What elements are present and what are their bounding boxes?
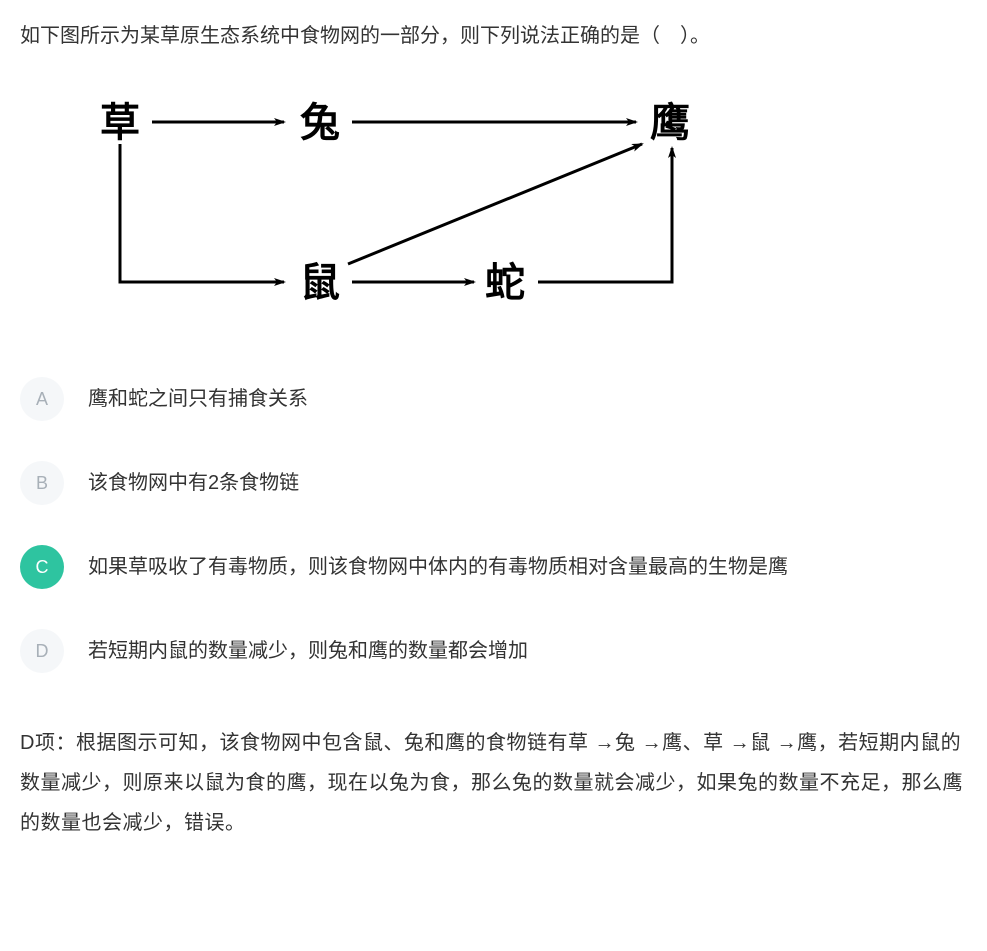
food-web-diagram: 草 兔 鹰鼠 蛇 <box>60 82 967 327</box>
food-web-svg: 草 兔 鹰鼠 蛇 <box>60 82 740 322</box>
option-text-b: 该食物网中有2条食物链 <box>88 468 299 498</box>
edge-mouse-eagle <box>348 144 642 264</box>
option-text-c: 如果草吸收了有毒物质，则该食物网中体内的有毒物质相对含量最高的生物是鹰 <box>88 552 788 582</box>
option-b[interactable]: B 该食物网中有2条食物链 <box>20 461 967 505</box>
question-stem: 如下图所示为某草原生态系统中食物网的一部分，则下列说法正确的是（ ）。 <box>20 20 967 52</box>
explanation-label: D项： <box>20 732 76 754</box>
option-c[interactable]: C 如果草吸收了有毒物质，则该食物网中体内的有毒物质相对含量最高的生物是鹰 <box>20 545 967 589</box>
node-snake: 蛇 <box>485 260 525 305</box>
node-grass: 草 <box>100 100 140 145</box>
edge-snake-eagle <box>538 148 672 282</box>
node-rabbit: 兔 <box>300 100 340 145</box>
option-a[interactable]: A 鹰和蛇之间只有捕食关系 <box>20 377 967 421</box>
option-d[interactable]: D 若短期内鼠的数量减少，则兔和鹰的数量都会增加 <box>20 629 967 673</box>
explanation-text: D项：根据图示可知，该食物网中包含鼠、兔和鹰的食物链有草 →兔 →鹰、草 →鼠 … <box>20 723 967 843</box>
option-badge-b[interactable]: B <box>20 461 64 505</box>
option-badge-a[interactable]: A <box>20 377 64 421</box>
edge-grass-mouse <box>120 144 284 282</box>
option-text-d: 若短期内鼠的数量减少，则兔和鹰的数量都会增加 <box>88 636 528 666</box>
option-badge-c[interactable]: C <box>20 545 64 589</box>
node-eagle: 鹰 <box>650 100 690 145</box>
node-mouse: 鼠 <box>300 260 340 305</box>
option-text-a: 鹰和蛇之间只有捕食关系 <box>88 384 308 414</box>
explanation-body: 根据图示可知，该食物网中包含鼠、兔和鹰的食物链有草 →兔 →鹰、草 →鼠 →鹰，… <box>20 732 963 834</box>
options-list: A 鹰和蛇之间只有捕食关系 B 该食物网中有2条食物链 C 如果草吸收了有毒物质，则该食物… <box>20 377 967 673</box>
option-badge-d[interactable]: D <box>20 629 64 673</box>
